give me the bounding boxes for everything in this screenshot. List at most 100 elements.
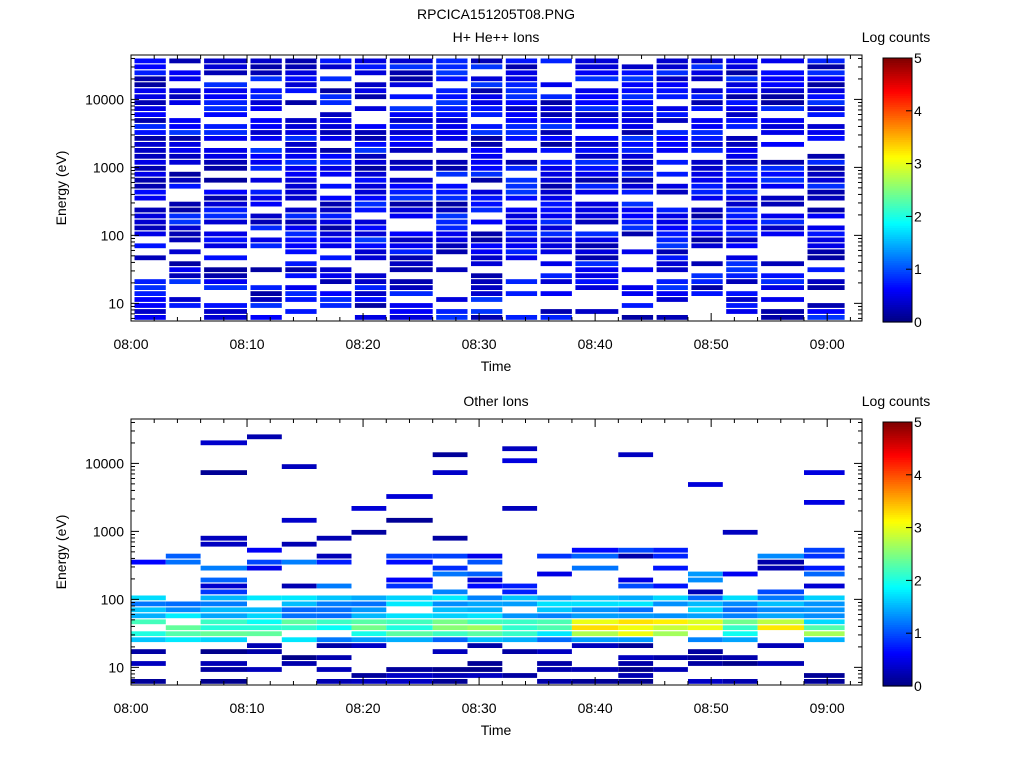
colorbar-swatch [883,231,912,235]
spectrogram-cell [807,106,845,111]
spectrogram-cell [389,315,433,320]
spectrogram-cell [807,213,845,219]
spectrogram-cell [471,76,503,82]
spectrogram-cell [354,106,387,111]
spectrogram-cell [204,285,247,290]
spectrogram-cell [467,577,503,583]
colorbar-tick-label: 2 [914,572,922,588]
spectrogram-cell [691,94,723,100]
colorbar-swatch [883,106,912,110]
spectrogram-cell [726,189,758,195]
spectrogram-cell [285,213,317,219]
colorbar-swatch [883,455,912,458]
spectrogram-cell [653,613,688,619]
colorbar-swatch [883,505,912,509]
colorbar-swatch [883,606,912,610]
x-tick-label: 08:40 [578,336,613,352]
spectrogram-cell [165,553,201,559]
spectrogram-cell [250,237,282,243]
colorbar-swatch [883,670,912,674]
spectrogram-cell [726,112,758,117]
spectrogram-cell [351,613,387,619]
spectrogram-cell [169,297,201,302]
colorbar-swatch [883,82,912,85]
spectrogram-cell [204,315,247,320]
spectrogram-cell [575,273,619,279]
spectrogram-cell [761,165,804,171]
spectrogram-cell [285,297,317,302]
spectrogram-cell [389,142,433,147]
spectrogram-cell [726,213,758,219]
spectrogram-cell [134,124,166,129]
spectrogram-cell [807,237,845,243]
colorbar-swatch [883,617,912,621]
spectrogram-cell [320,64,352,70]
colorbar-swatch [883,205,912,209]
spectrogram-cell [505,213,538,219]
spectrogram-cell [320,148,352,153]
spectrogram-cell [656,261,688,267]
spectrogram-cell [722,631,758,637]
spectrogram-cell [436,207,468,213]
spectrogram-cell [807,309,845,314]
spectrogram-cell [757,595,804,601]
spectrogram-cell [656,219,688,225]
spectrogram-cell [204,279,247,284]
colorbar-swatch [883,242,912,246]
spectrogram-cell [575,261,619,267]
spectrogram-cell [621,183,654,189]
spectrogram-cell [285,237,317,243]
spectrogram-cell [354,58,387,64]
spectrogram-cell [540,225,572,231]
spectrogram-cell [471,148,503,153]
spectrogram-cell [691,189,723,195]
spectrogram-cell [691,58,723,64]
spectrogram-cell [502,613,538,619]
spectrogram-cell [540,106,572,111]
spectrogram-cell [761,231,804,237]
spectrogram-cell [354,201,387,207]
spectrogram-cell [621,100,654,105]
spectrogram-cell [575,112,619,117]
spectrogram-cell [618,637,654,643]
spectrogram-cell [204,64,247,70]
colorbar-swatch [883,146,912,149]
spectrogram-cell [320,255,352,261]
spectrogram-cell [320,225,352,231]
spectrogram-cell [571,553,619,559]
colorbar-swatch [883,439,912,443]
spectrogram-cell [505,243,538,249]
colorbar-swatch [883,538,912,542]
spectrogram-cell [505,183,538,189]
spectrogram-cell [505,231,538,237]
spectrogram-cell [540,171,572,177]
spectrogram-cell [200,619,247,625]
spectrogram-cell [807,195,845,201]
spectrogram-cell [247,649,282,654]
spectrogram-cell [807,165,845,171]
spectrogram-cell [575,76,619,82]
spectrogram-cell [354,64,387,70]
spectrogram-cell [436,94,468,100]
colorbar-swatch [883,600,912,603]
spectrogram-cell [467,583,503,589]
spectrogram-cell [389,267,433,273]
spectrogram-cell [757,559,804,565]
spectrogram-cell [540,142,572,147]
colorbar-swatch [883,631,912,634]
spectrogram-cell [757,661,804,666]
spectrogram-cell [761,279,804,284]
colorbar-swatch [883,681,912,685]
spectrogram-cell [761,130,804,135]
spectrogram-cell [467,601,503,607]
spectrogram-cell [691,237,723,243]
spectrogram-cell [320,165,352,171]
y-tick-label: 10000 [85,455,124,471]
spectrogram-cell [575,106,619,111]
spectrogram-cell [386,583,433,589]
spectrogram-cell [169,261,201,267]
colorbar-swatch [883,565,912,568]
spectrogram-cell [204,231,247,237]
spectrogram-cell [537,619,572,625]
spectrogram-cell [389,243,433,249]
